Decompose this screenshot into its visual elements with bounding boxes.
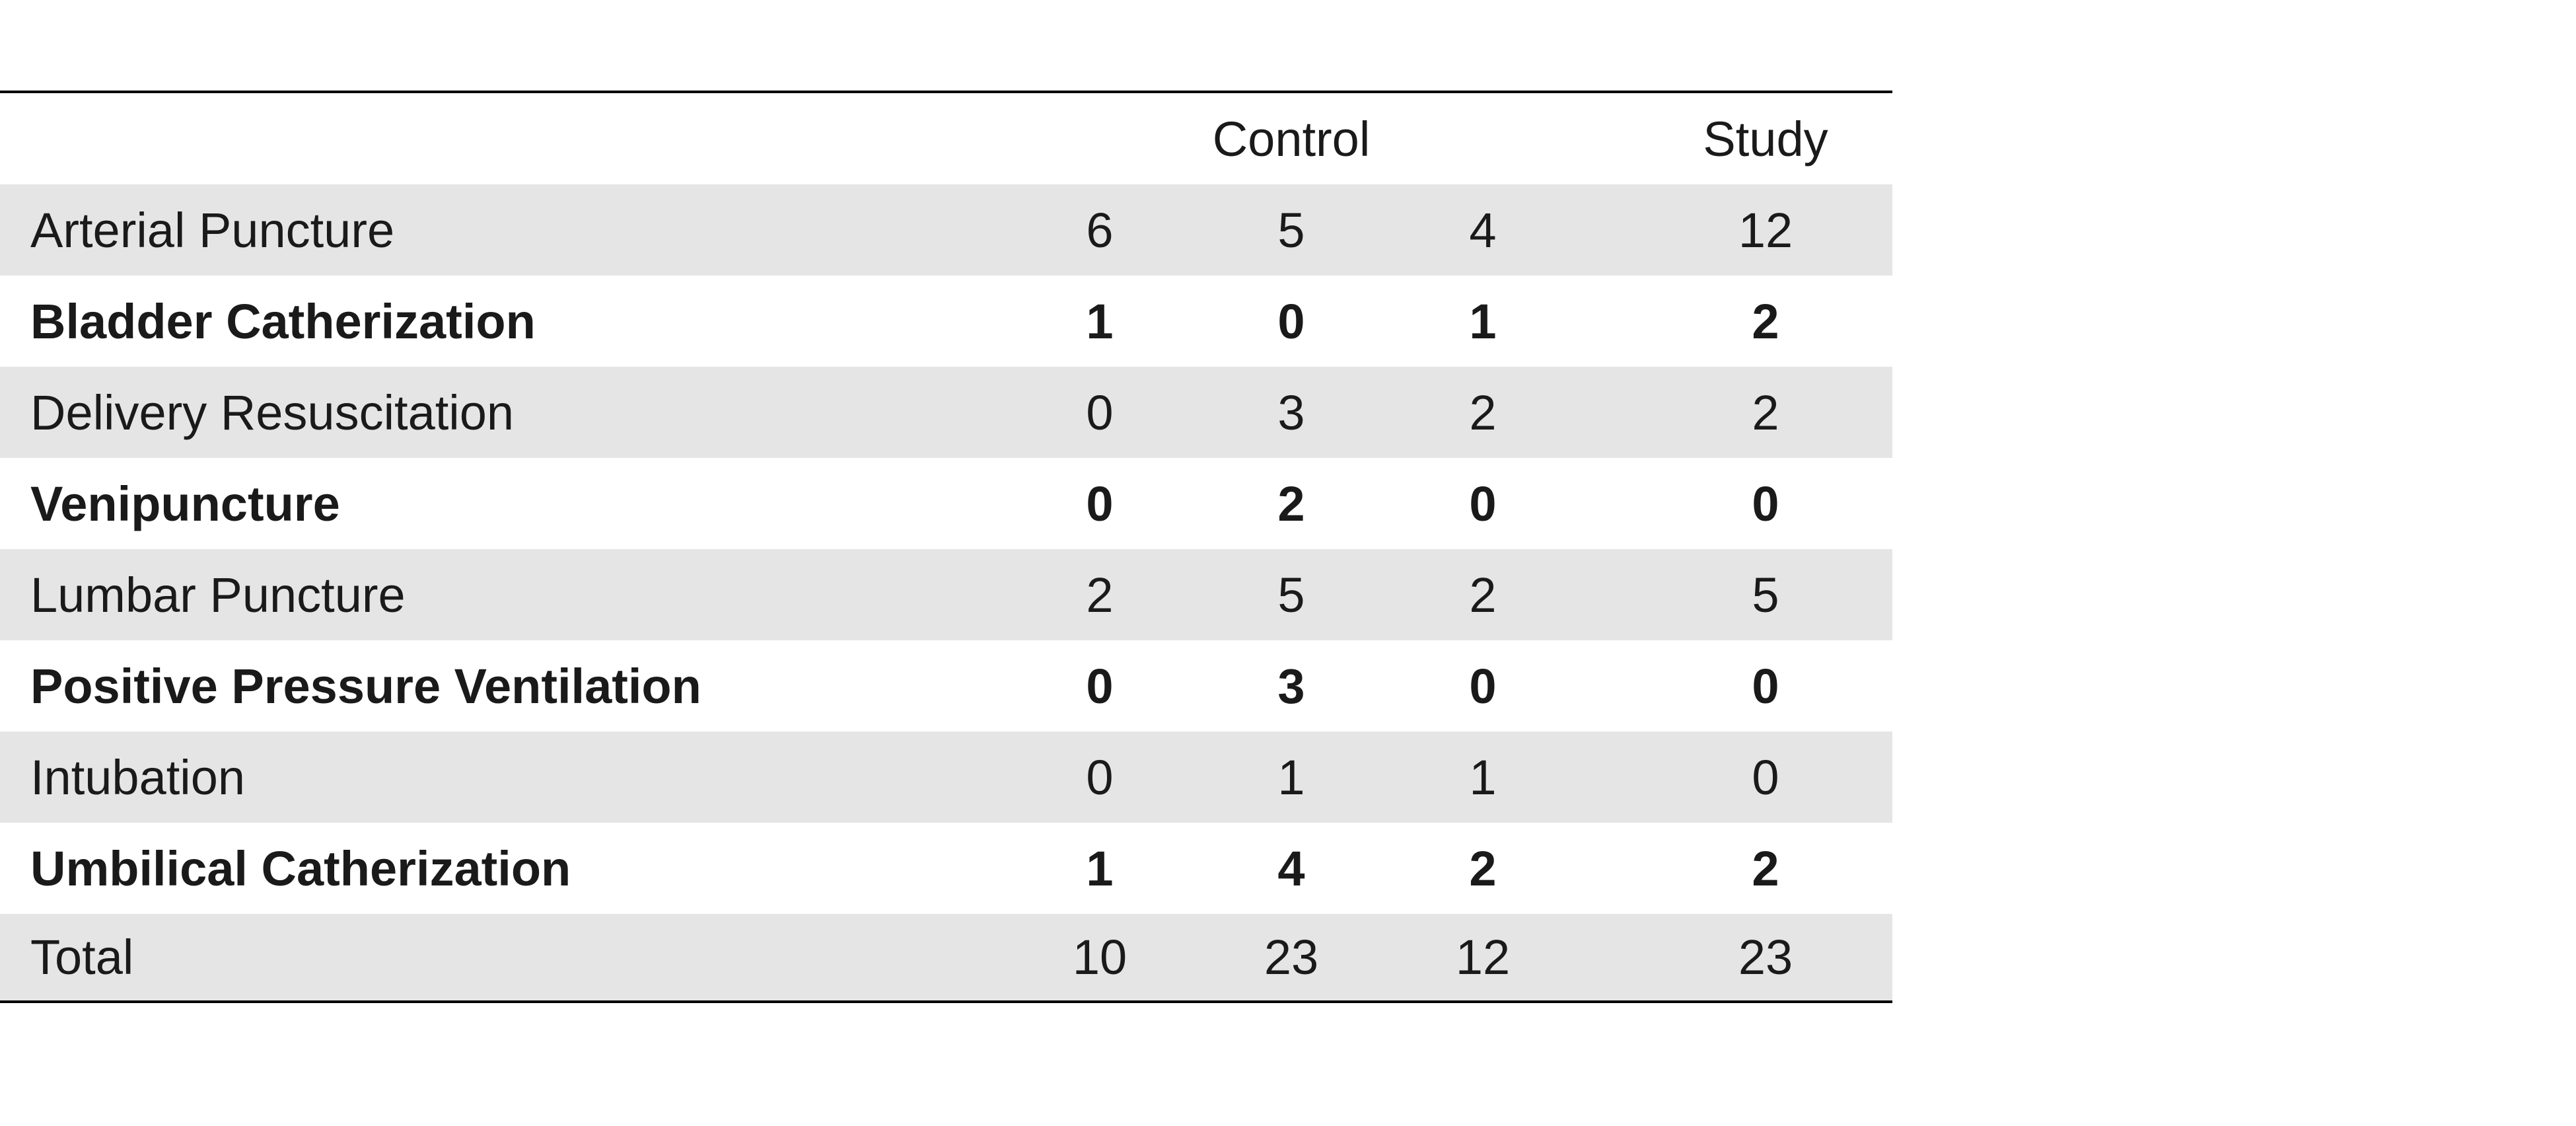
- table-cell: 1: [1086, 841, 1114, 896]
- table-row: Lumbar Puncture 2 5 2 5: [0, 549, 1892, 640]
- table-cell: 2: [1752, 841, 1779, 896]
- table-cell: 5: [1752, 567, 1779, 622]
- table-header-row: Control Study: [0, 93, 1892, 184]
- table-row: Positive Pressure Ventilation 0 3 0 0: [0, 640, 1892, 732]
- table-cell: 12: [1738, 202, 1793, 258]
- table-cell: 4: [1277, 841, 1305, 896]
- table-cell: 1: [1469, 749, 1497, 805]
- table-cell: 10: [1072, 930, 1127, 985]
- row-label: Intubation: [30, 749, 246, 805]
- table-cell: 2: [1469, 841, 1497, 896]
- table-cell: 0: [1752, 749, 1779, 805]
- table-cell: 4: [1469, 202, 1497, 258]
- table-cell: 0: [1086, 385, 1114, 440]
- table-cell: 0: [1469, 476, 1497, 531]
- row-label: Arterial Puncture: [30, 202, 395, 258]
- table-cell: 1: [1469, 293, 1497, 349]
- row-label: Bladder Catherization: [30, 293, 536, 349]
- procedures-table: Control Study Arterial Puncture 6 5 4 12…: [0, 91, 1892, 1003]
- table-cell: 1: [1086, 293, 1114, 349]
- table-cell: 0: [1469, 658, 1497, 714]
- row-label: Total: [30, 930, 134, 985]
- table-row: Arterial Puncture 6 5 4 12: [0, 184, 1892, 276]
- table-cell: 23: [1264, 930, 1319, 985]
- row-label: Venipuncture: [30, 476, 340, 531]
- column-header-study: Study: [1703, 111, 1828, 167]
- table-cell: 2: [1277, 476, 1305, 531]
- row-label: Lumbar Puncture: [30, 567, 406, 622]
- table-cell: 2: [1086, 567, 1114, 622]
- table-cell: 0: [1752, 476, 1779, 531]
- table-row: Intubation 0 1 1 0: [0, 732, 1892, 823]
- table-cell: 2: [1469, 567, 1497, 622]
- table-row: Bladder Catherization 1 0 1 2: [0, 276, 1892, 367]
- table-cell: 5: [1277, 567, 1305, 622]
- table-cell: 23: [1738, 930, 1793, 985]
- table-row: Umbilical Catherization 1 4 2 2: [0, 823, 1892, 914]
- total-row: Total 10 23 12 23: [0, 914, 1892, 1000]
- table-cell: 0: [1277, 293, 1305, 349]
- table-cell: 0: [1086, 476, 1114, 531]
- table-row: Delivery Resuscitation 0 3 2 2: [0, 367, 1892, 458]
- table-cell: 0: [1752, 658, 1779, 714]
- table-cell: 6: [1086, 202, 1114, 258]
- table-cell: 2: [1752, 385, 1779, 440]
- row-label: Delivery Resuscitation: [30, 385, 515, 440]
- table-cell: 0: [1086, 658, 1114, 714]
- table-cell: 1: [1277, 749, 1305, 805]
- column-header-control: Control: [1212, 111, 1371, 167]
- table-cell: 0: [1086, 749, 1114, 805]
- table-row: Venipuncture 0 2 0 0: [0, 458, 1892, 549]
- table-cell: 2: [1469, 385, 1497, 440]
- table-cell: 12: [1455, 930, 1511, 985]
- row-label: Positive Pressure Ventilation: [30, 658, 701, 714]
- table-cell: 3: [1277, 385, 1305, 440]
- row-label: Umbilical Catherization: [30, 841, 571, 896]
- table-cell: 5: [1277, 202, 1305, 258]
- table-cell: 2: [1752, 293, 1779, 349]
- table-cell: 3: [1277, 658, 1305, 714]
